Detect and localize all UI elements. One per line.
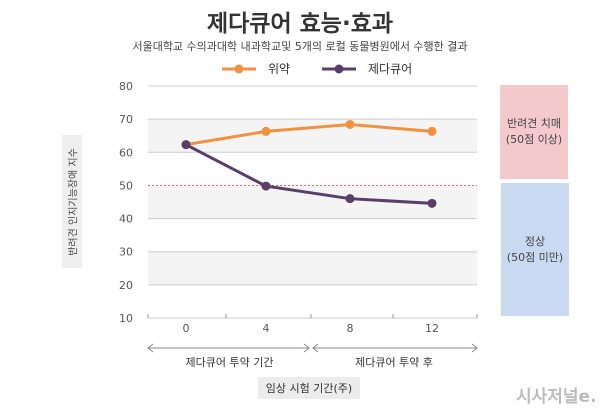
zone-normal-label: 정상 [524, 234, 546, 248]
y-axis-label-box: 반려견 인지기능장애 지수 [62, 135, 82, 268]
data-point-1 [261, 181, 271, 191]
legend-item-zedacure: 제다큐어 [322, 60, 412, 77]
legend-marker-placebo [222, 64, 256, 73]
y-tick-label: 10 [119, 312, 133, 325]
chart-title: 제다큐어 효능·효과 [206, 11, 394, 37]
x-tick-label: 8 [347, 322, 354, 335]
chart-subtitle: 서울대학교 수의과대학 내과학교및 5개의 로컬 동물병원에서 수행한 결과 [132, 40, 468, 53]
y-tick-label: 20 [119, 279, 133, 292]
y-tick-label: 50 [119, 179, 133, 192]
zone-dementia-label: 반려견 치매 [506, 117, 562, 130]
y-tick-label: 40 [119, 213, 133, 226]
series-line-1 [185, 143, 433, 205]
series-line-0 [185, 122, 433, 147]
period-arrowhead [312, 343, 478, 353]
y-tick-label: 70 [119, 113, 133, 126]
x-axis-label: 임상 시험 기간(주) [258, 377, 360, 399]
legend-item-placebo: 위약 [222, 60, 290, 77]
watermark-logo: 시사저널e. [516, 387, 597, 407]
data-point-1 [427, 198, 437, 208]
data-point-1 [181, 140, 191, 150]
x-tick-label: 12 [425, 322, 439, 335]
x-tick-label: 0 [183, 322, 190, 335]
period-label-after: 제다큐어 투약 후 [355, 356, 433, 369]
zone-normal: 정상 (50점 미만) [501, 183, 569, 316]
grid-band [148, 251, 477, 285]
y-tick-label: 80 [119, 80, 133, 93]
data-point-0 [345, 119, 355, 129]
grid-band [148, 119, 477, 153]
data-point-0 [427, 126, 437, 136]
legend-label-zedacure: 제다큐어 [368, 62, 413, 76]
zone-normal-range: (50점 미만) [506, 250, 564, 264]
zone-dementia: 반려견 치매 (50점 이상) [500, 85, 568, 179]
legend-label-placebo: 위약 [268, 62, 291, 76]
zone-dementia-range: (50점 이상) [505, 133, 563, 146]
data-point-0 [261, 126, 271, 136]
x-tick-label: 4 [263, 322, 270, 335]
legend-marker-zedacure [322, 64, 356, 73]
data-point-1 [345, 194, 355, 204]
period-arrowhead [147, 343, 310, 353]
y-tick-label: 30 [119, 246, 133, 259]
period-label-during: 제다큐어 투약 기간 [185, 356, 274, 369]
y-tick-label: 60 [119, 146, 133, 159]
